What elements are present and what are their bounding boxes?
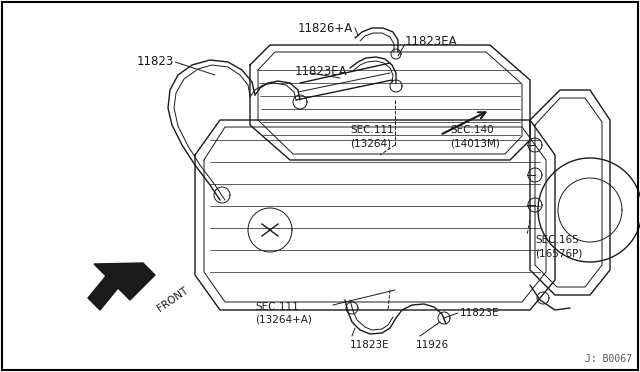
Text: SEC.111: SEC.111: [255, 302, 299, 312]
Text: J: B0067: J: B0067: [585, 354, 632, 364]
Text: 11926: 11926: [416, 340, 449, 350]
Text: 11823: 11823: [136, 55, 173, 68]
Text: SEC.165: SEC.165: [535, 235, 579, 245]
Text: 11823E: 11823E: [460, 308, 500, 318]
Text: (13264): (13264): [350, 138, 391, 148]
Polygon shape: [88, 263, 155, 310]
Text: (16576P): (16576P): [535, 248, 582, 258]
Text: SEC.140: SEC.140: [450, 125, 493, 135]
Text: 11823E: 11823E: [350, 340, 390, 350]
Text: SEC.111: SEC.111: [350, 125, 394, 135]
Text: (13264+A): (13264+A): [255, 315, 312, 325]
Text: 11823EA: 11823EA: [295, 65, 348, 78]
Text: 11823EA: 11823EA: [405, 35, 458, 48]
Text: 11826+A: 11826+A: [298, 22, 353, 35]
Text: FRONT: FRONT: [155, 285, 189, 314]
Text: (14013M): (14013M): [450, 138, 500, 148]
